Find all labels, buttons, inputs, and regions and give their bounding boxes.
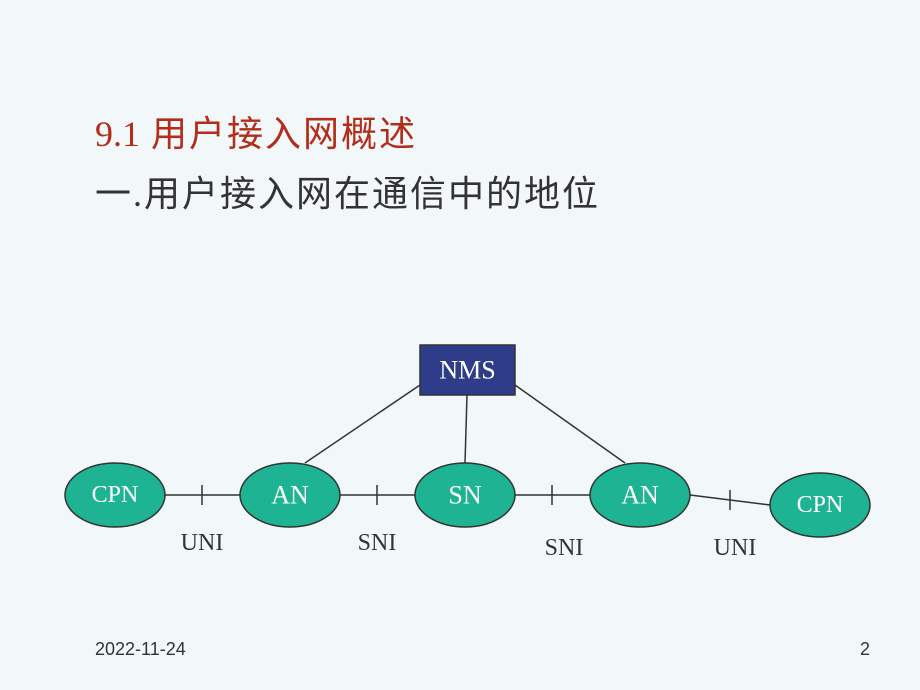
- node-label-sn: SN: [448, 481, 481, 510]
- edge-nms-sn: [465, 395, 467, 463]
- node-label-cpn2: CPN: [797, 492, 844, 518]
- node-label-nms: NMS: [439, 356, 495, 385]
- section-title: 用户接入网概述: [140, 114, 417, 154]
- interface-label-2: SNI: [545, 535, 584, 561]
- subtitle: 一.用户接入网在通信中的地位: [95, 165, 600, 217]
- edge-nms-an2: [515, 385, 625, 463]
- heading-section: 9.1 用户接入网概述 一.用户接入网在通信中的地位: [95, 105, 600, 217]
- node-label-an1: AN: [271, 481, 309, 510]
- edge-nms-an1: [305, 385, 420, 463]
- interface-label-1: SNI: [358, 530, 397, 556]
- heading-line: 9.1 用户接入网概述: [95, 105, 600, 157]
- node-label-an2: AN: [621, 481, 659, 510]
- footer-date: 2022-11-24: [95, 639, 186, 660]
- network-diagram: CPN AN SN AN CPN NMS UNI SNI SNI UNI: [0, 330, 920, 590]
- section-number: 9.1: [95, 114, 140, 154]
- footer-page: 2: [860, 639, 870, 660]
- node-label-cpn1: CPN: [92, 482, 139, 508]
- interface-label-0: UNI: [181, 530, 224, 556]
- interface-label-3: UNI: [714, 535, 757, 561]
- diagram-svg: CPN AN SN AN CPN NMS UNI SNI SNI UNI: [0, 330, 920, 590]
